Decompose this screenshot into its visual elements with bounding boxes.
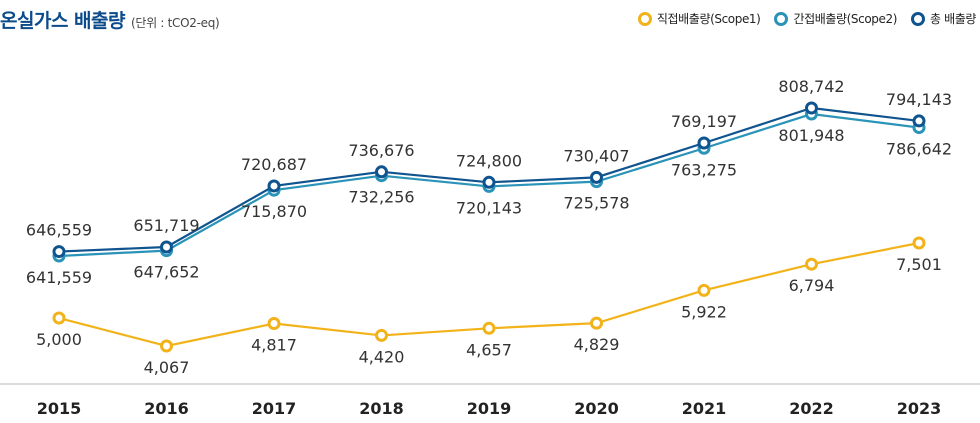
data-label-total: 730,407 <box>563 146 629 165</box>
data-label-scope1: 5,000 <box>36 330 82 349</box>
data-label-scope2: 725,578 <box>563 194 629 213</box>
legend-item-scope1: 직접배출량(Scope1) <box>637 10 761 27</box>
chart-unit: (단위 : tCO2-eq) <box>130 16 220 30</box>
data-label-total: 720,687 <box>241 155 307 174</box>
legend-marker-scope2 <box>774 11 789 26</box>
data-label-scope2: 786,642 <box>886 140 952 159</box>
data-label-scope2: 715,870 <box>241 202 307 221</box>
data-point-scope1 <box>267 317 281 331</box>
data-label-total: 736,676 <box>348 141 414 160</box>
data-point-total <box>697 136 711 150</box>
data-point-total <box>482 175 496 189</box>
data-label-total: 808,742 <box>778 77 844 96</box>
legend-item-scope2: 간접배출량(Scope2) <box>774 10 897 27</box>
data-label-scope2: 641,559 <box>26 268 92 287</box>
data-point-total <box>160 240 173 254</box>
legend-label-total: 총 배출량 <box>930 12 976 26</box>
data-label-scope1: 7,501 <box>896 255 942 274</box>
x-tick-label: 2020 <box>574 399 619 418</box>
data-label-scope2: 720,143 <box>456 198 522 217</box>
data-point-total <box>590 170 603 184</box>
x-tick-label: 2023 <box>897 399 942 418</box>
legend-marker-scope1 <box>637 11 652 26</box>
data-point-scope1 <box>482 321 496 335</box>
data-point-scope1 <box>52 311 66 325</box>
data-label-scope2: 801,948 <box>778 126 844 145</box>
legend-marker-total <box>911 11 926 26</box>
data-label-total: 769,197 <box>671 112 737 131</box>
x-tick-label: 2021 <box>682 399 727 418</box>
x-tick-label: 2017 <box>252 399 297 418</box>
data-label-scope1: 4,067 <box>144 358 190 377</box>
chart-title: 온실가스 배출량 <box>0 10 125 32</box>
data-label-scope1: 4,829 <box>574 335 620 354</box>
x-tick-label: 2019 <box>467 399 512 418</box>
data-label-scope1: 4,420 <box>359 347 405 366</box>
data-label-scope1: 5,922 <box>681 302 727 321</box>
data-point-scope1 <box>805 257 818 271</box>
legend-item-total: 총 배출량 <box>911 10 976 27</box>
data-label-scope2: 647,652 <box>133 263 199 282</box>
x-tick-label: 2015 <box>37 399 82 418</box>
data-point-total <box>375 165 388 179</box>
data-label-total: 646,559 <box>26 221 92 240</box>
data-label-total: 724,800 <box>456 151 522 170</box>
chart-header: 온실가스 배출량 (단위 : tCO2-eq) <box>0 6 220 36</box>
data-point-scope1 <box>697 283 711 297</box>
data-label-scope1: 4,817 <box>251 336 297 355</box>
data-label-scope1: 6,794 <box>789 276 835 295</box>
data-label-total: 794,143 <box>886 90 952 109</box>
data-point-total <box>912 114 926 128</box>
data-label-scope1: 4,657 <box>466 340 512 359</box>
x-tick-label: 2022 <box>789 399 834 418</box>
data-point-total <box>267 179 281 193</box>
data-point-total <box>805 101 818 115</box>
x-tick-label: 2016 <box>144 399 189 418</box>
data-label-total: 651,719 <box>133 216 199 235</box>
data-point-total <box>52 245 66 259</box>
data-label-scope2: 732,256 <box>348 188 414 207</box>
data-label-scope2: 763,275 <box>671 160 737 179</box>
data-point-scope1 <box>912 236 926 250</box>
data-point-scope1 <box>375 328 388 342</box>
x-tick-label: 2018 <box>359 399 404 418</box>
legend-label-scope2: 간접배출량(Scope2) <box>793 12 898 26</box>
data-point-scope1 <box>160 339 173 353</box>
data-point-scope1 <box>590 316 603 330</box>
legend-label-scope1: 직접배출량(Scope1) <box>656 12 761 26</box>
chart-legend: 직접배출량(Scope1) 간접배출량(Scope2) 총 배출량 <box>637 10 976 27</box>
